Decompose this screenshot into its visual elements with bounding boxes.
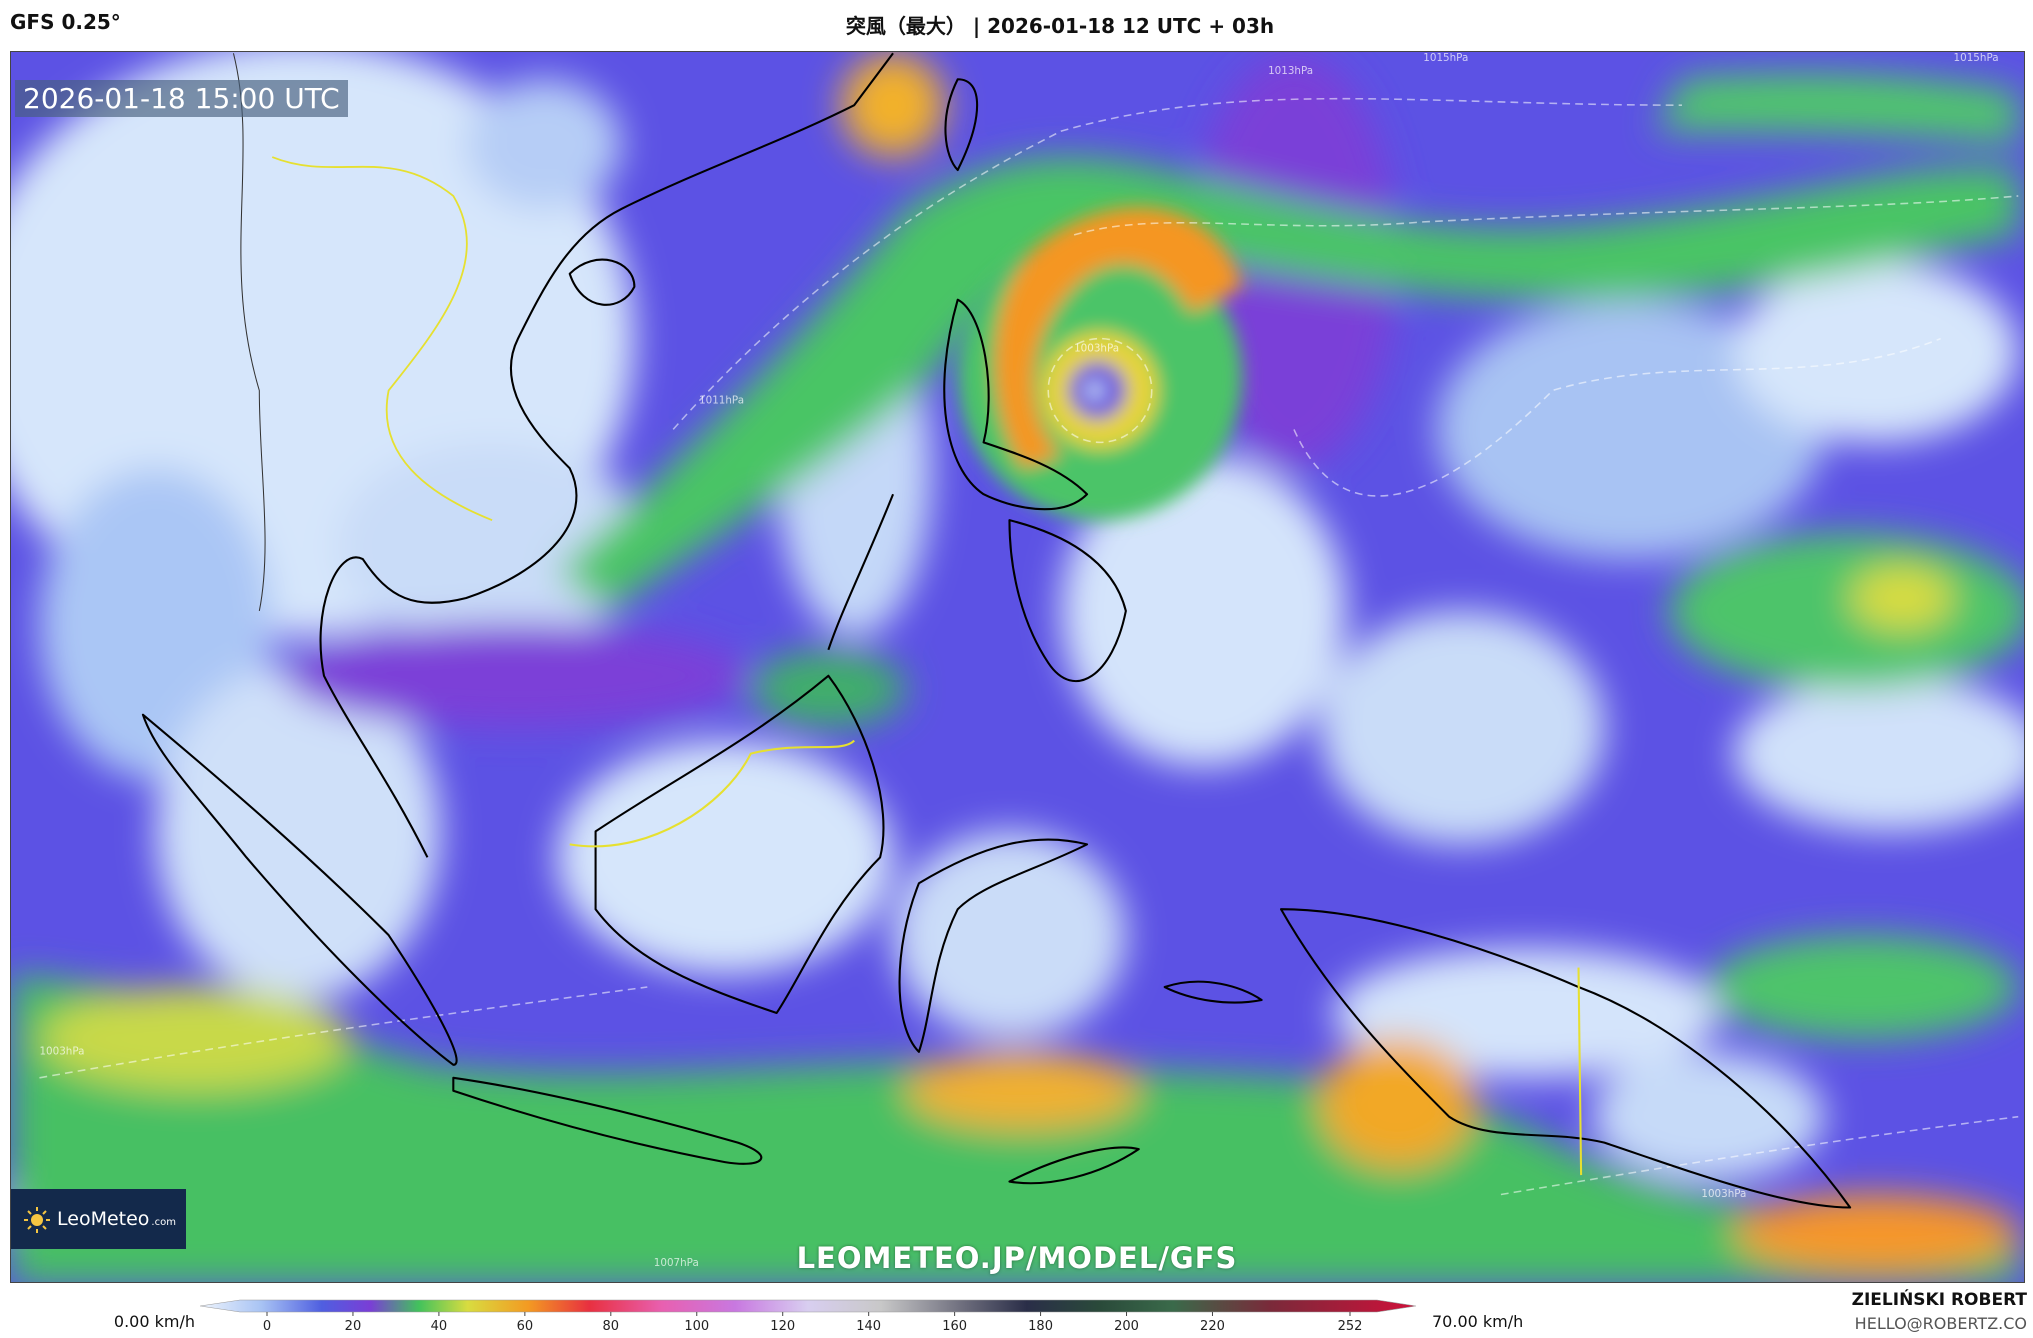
colorbar-tick-label: 200 [1114,1319,1139,1334]
logo-icon [24,1207,50,1233]
watermark: LEOMETEO.JP/MODEL/GFS [796,1241,1238,1275]
colorbar-tick-label: 20 [345,1319,362,1334]
isobar-label: 1003hPa [39,1045,84,1057]
isobar-label: 1013hPa [1268,65,1313,77]
isobar-label: 1015hPa [1423,52,1468,64]
colorbar-tick-label: 40 [431,1319,448,1334]
logo: LeoMeteo .com [11,1189,186,1249]
colorbar-tick-label: 180 [1028,1319,1053,1334]
isobar-label: 1015hPa [1954,52,1999,64]
colorbar-tick-label: 140 [856,1319,881,1334]
isobar-label: 1003hPa [1074,343,1119,355]
legend-min-label: 0.00 km/h [113,1312,195,1331]
wind-field: 1013hPa 1015hPa 1015hPa 1003hPa 1011hPa 1003h… [11,52,2024,1282]
valid-time: 2026-01-18 15:00 UTC [15,80,348,117]
colorbar-tick-label: 60 [517,1319,534,1334]
legend-max-label: 70.00 km/h [1432,1312,1524,1331]
author: ZIELIŃSKI ROBERT [1851,1290,2027,1310]
logo-name: LeoMeteo [57,1208,150,1230]
email: HELLO@ROBERTZ.CO [1854,1314,2027,1333]
colorbar: 0 20 40 60 80 100 120 140 160 180 200 220 252 [200,1299,1417,1334]
isobar-label: 1011hPa [699,394,744,406]
map-title: 突風（最大） | 2026-01-18 12 UTC + 03h [845,14,1275,38]
colorbar-tick-label: 80 [603,1319,620,1334]
coastlines [141,52,1852,1209]
colorbar-ramp [200,1299,1417,1313]
logo-suffix: .com [151,1216,176,1228]
colorbar-tick-label: 252 [1338,1319,1363,1334]
colorbar-tick-label: 100 [684,1319,709,1334]
colorbar-tick-label: 0 [263,1319,271,1334]
colorbar-tick-label: 120 [770,1319,795,1334]
isobars [39,97,2019,1196]
map: 1013hPa 1015hPa 1015hPa 1003hPa 1011hPa 1003h… [10,51,2025,1283]
colorbar-tick-label: 220 [1200,1319,1225,1334]
colorbar-tick-label: 160 [942,1319,967,1334]
isobar-label: 1007hPa [654,1257,699,1269]
isobar-label: 1003hPa [1701,1188,1746,1200]
borders [232,53,1583,1176]
model-name: GFS 0.25° [10,10,121,34]
